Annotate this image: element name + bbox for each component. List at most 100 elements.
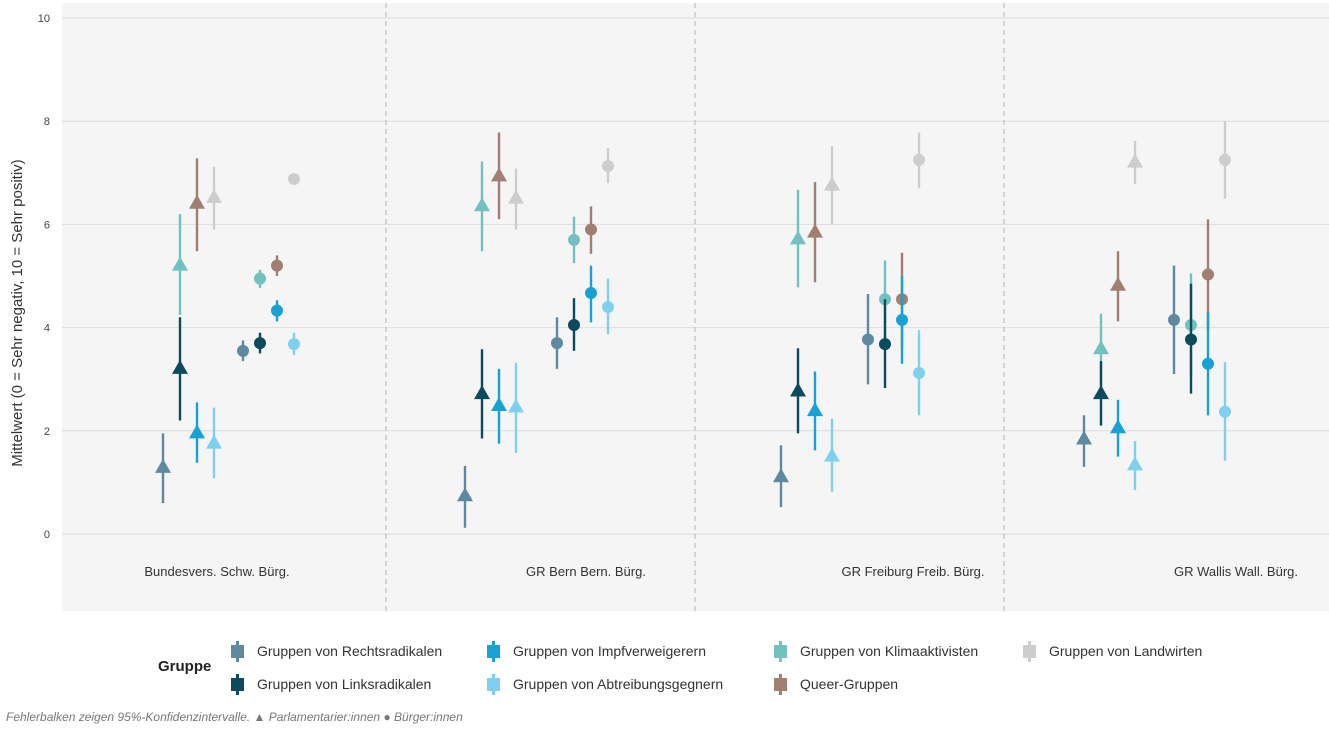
point-triangle xyxy=(824,447,840,462)
point-triangle xyxy=(824,176,840,191)
legend-swatch xyxy=(230,640,245,662)
point-triangle xyxy=(508,189,524,204)
panel-background xyxy=(695,3,1004,611)
point-circle xyxy=(585,287,597,300)
legend-label: Gruppen von Rechtsradikalen xyxy=(257,643,443,659)
point-circle xyxy=(551,337,563,350)
legend-label: Gruppen von Abtreibungsgegnern xyxy=(513,676,724,692)
point-triangle xyxy=(189,194,205,209)
point-circle xyxy=(913,153,925,166)
point-triangle xyxy=(172,256,188,271)
point-circle xyxy=(862,333,874,346)
legend-item: Gruppen von Landwirten xyxy=(1022,640,1203,662)
legend: Gruppe Gruppen von Rechtsradikalen Gruppe… xyxy=(155,638,1275,698)
point-triangle xyxy=(773,468,789,483)
category-label-citizens: Schw. Bürg. xyxy=(217,564,290,579)
legend-swatch xyxy=(486,640,501,662)
point-circle xyxy=(568,319,580,332)
point-triangle xyxy=(807,223,823,238)
caption-circle-key: ● Bürger:innen xyxy=(383,710,463,724)
legend-item: Gruppen von Linksradikalen xyxy=(230,673,432,695)
point-circle xyxy=(1202,357,1214,370)
point-triangle xyxy=(1076,430,1092,445)
point-triangle xyxy=(206,189,222,204)
point-circle xyxy=(288,338,300,351)
legend-item: Gruppen von Klimaaktivisten xyxy=(773,640,979,662)
point-triangle xyxy=(1093,385,1109,400)
point-triangle xyxy=(1093,340,1109,355)
point-triangle xyxy=(474,385,490,400)
category-label: GR Wallis Wall. Bürg. xyxy=(1174,564,1298,579)
point-triangle xyxy=(1127,456,1143,471)
point-triangle xyxy=(474,197,490,212)
point-triangle xyxy=(1127,153,1143,168)
legend-label: Queer-Gruppen xyxy=(800,676,899,692)
point-triangle xyxy=(172,359,188,374)
y-tick-label: 10 xyxy=(38,13,50,25)
point-circle xyxy=(271,304,283,317)
legend-item: Gruppen von Abtreibungsgegnern xyxy=(486,673,724,695)
legend-swatch xyxy=(1022,640,1037,662)
category-label-parliament: GR Wallis xyxy=(1174,564,1232,579)
point-triangle xyxy=(790,382,806,397)
point-triangle xyxy=(189,424,205,439)
legend-swatch xyxy=(773,673,788,695)
legend-title: Gruppe xyxy=(158,658,212,675)
y-axis-title: Mittelwert (0 = Sehr negativ, 10 = Sehr … xyxy=(9,159,26,466)
category-label-citizens: Wall. Bürg. xyxy=(1231,564,1298,579)
category-label-parliament: Bundesvers. xyxy=(144,564,216,579)
point-circle xyxy=(1219,153,1231,166)
point-triangle xyxy=(1110,419,1126,434)
point-circle xyxy=(254,337,266,350)
point-circle xyxy=(896,313,908,326)
point-circle xyxy=(1168,313,1180,326)
category-label: GR Freiburg Freib. Bürg. xyxy=(841,564,984,579)
legend-item: Queer-Gruppen xyxy=(773,673,899,695)
category-label: GR Bern Bern. Bürg. xyxy=(526,564,646,579)
point-circle xyxy=(288,172,300,185)
y-tick-label: 0 xyxy=(44,529,50,541)
point-triangle xyxy=(491,397,507,411)
legend-item: Gruppen von Impfverweigerern xyxy=(486,640,706,662)
legend-item: Gruppen von Rechtsradikalen xyxy=(230,640,443,662)
category-label-citizens: Bern. Bürg. xyxy=(577,564,646,579)
y-tick-label: 8 xyxy=(44,116,50,128)
point-circle xyxy=(271,259,283,272)
category-label-parliament: GR Freiburg xyxy=(841,564,913,579)
point-triangle xyxy=(155,458,171,473)
panel-background xyxy=(62,3,386,611)
point-triangle xyxy=(508,398,524,413)
legend-swatch xyxy=(486,673,501,695)
legend-label: Gruppen von Klimaaktivisten xyxy=(800,643,979,659)
y-tick-label: 6 xyxy=(44,219,50,231)
category-label-citizens: Freib. Bürg. xyxy=(913,564,985,579)
caption-note: Fehlerbalken zeigen 95%-Konfidenzinterva… xyxy=(6,710,251,724)
y-tick-label: 4 xyxy=(44,323,50,335)
legend-label: Gruppen von Landwirten xyxy=(1049,643,1203,659)
point-circle xyxy=(913,367,925,380)
caption: Fehlerbalken zeigen 95%-Konfidenzinterva… xyxy=(6,710,463,724)
point-triangle xyxy=(790,230,806,245)
point-circle xyxy=(585,223,597,236)
point-circle xyxy=(602,160,614,173)
legend-swatch xyxy=(773,640,788,662)
point-circle xyxy=(1202,268,1214,281)
panel-background xyxy=(386,3,695,611)
caption-triangle-key: ▲ Parlamentarier:innen xyxy=(253,710,381,724)
point-circle xyxy=(254,272,266,285)
point-triangle xyxy=(457,487,473,502)
point-triangle xyxy=(206,434,222,449)
category-label: Bundesvers. Schw. Bürg. xyxy=(144,564,289,579)
legend-label: Gruppen von Linksradikalen xyxy=(257,676,432,692)
point-circle xyxy=(1219,405,1231,418)
legend-swatch xyxy=(230,673,245,695)
point-triangle xyxy=(491,167,507,182)
point-circle xyxy=(1185,333,1197,346)
point-circle xyxy=(602,300,614,313)
y-tick-label: 2 xyxy=(44,426,50,438)
panel-background xyxy=(1004,3,1329,611)
point-circle xyxy=(568,233,580,246)
point-circle xyxy=(879,338,891,351)
category-label-parliament: GR Bern xyxy=(526,564,577,579)
